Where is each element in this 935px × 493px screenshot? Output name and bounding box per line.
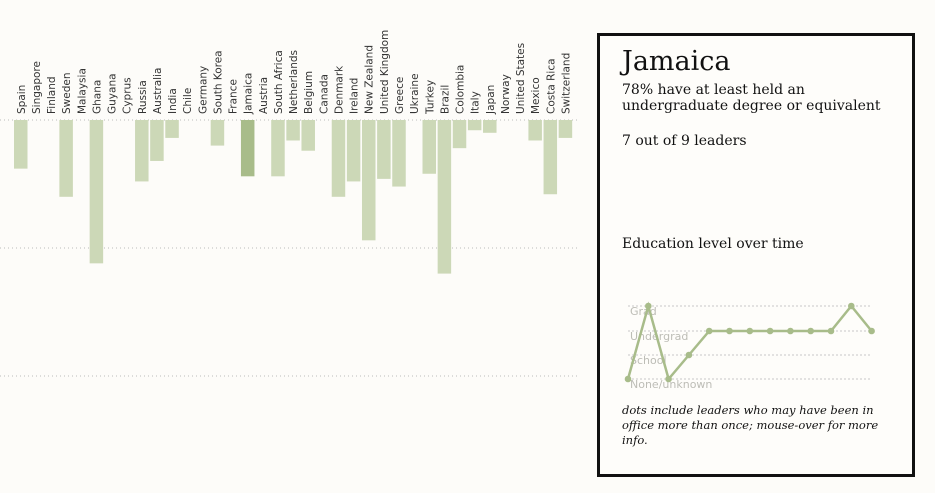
country-label[interactable]: India bbox=[167, 88, 179, 114]
country-label[interactable]: Denmark bbox=[333, 65, 345, 114]
bar-australia[interactable] bbox=[150, 120, 164, 161]
bar-turkey[interactable] bbox=[422, 120, 437, 174]
bar-india[interactable] bbox=[165, 120, 179, 138]
leader-dot[interactable] bbox=[807, 327, 814, 335]
country-label[interactable]: Guyana bbox=[107, 73, 119, 114]
country-label[interactable]: Costa Rica bbox=[545, 58, 557, 114]
bar-netherlands[interactable] bbox=[286, 120, 300, 141]
bar-denmark[interactable] bbox=[331, 120, 346, 197]
bar-ireland[interactable] bbox=[346, 120, 361, 182]
bar-belgium[interactable] bbox=[301, 120, 315, 151]
bar-russia[interactable] bbox=[135, 120, 149, 182]
panel-degree-percentage: 78% have at least held an undergraduate … bbox=[622, 82, 881, 114]
country-label[interactable]: Turkey bbox=[424, 80, 436, 115]
bar-sweden[interactable] bbox=[59, 120, 73, 197]
bar-jamaica[interactable] bbox=[240, 120, 255, 177]
leader-dot[interactable] bbox=[685, 351, 693, 359]
bar-switzerland[interactable] bbox=[558, 120, 573, 138]
leader-dot[interactable] bbox=[766, 327, 774, 335]
country-label[interactable]: Ireland bbox=[349, 78, 361, 114]
leader-dot[interactable] bbox=[624, 375, 632, 383]
leader-dot[interactable] bbox=[848, 302, 855, 310]
country-label[interactable]: Singapore bbox=[31, 61, 43, 114]
level-label: None/unknown bbox=[630, 378, 712, 391]
bar-south-korea[interactable] bbox=[210, 120, 225, 146]
bar-ghana[interactable] bbox=[89, 120, 104, 264]
leader-dot[interactable] bbox=[746, 327, 754, 335]
level-label: School bbox=[630, 354, 667, 367]
leader-dot[interactable] bbox=[645, 302, 652, 310]
country-label[interactable]: Austria bbox=[258, 77, 270, 114]
panel-leader-count: 7 out of 9 leaders bbox=[622, 133, 747, 149]
bar-greece[interactable] bbox=[392, 120, 406, 187]
country-label[interactable]: South Africa bbox=[273, 50, 285, 114]
country-label[interactable]: Belgium bbox=[303, 71, 315, 114]
education-over-time-title: Education level over time bbox=[622, 236, 804, 252]
country-label[interactable]: Greece bbox=[394, 77, 406, 114]
country-label[interactable]: New Zealand bbox=[364, 45, 376, 114]
country-label[interactable]: South Korea bbox=[212, 50, 224, 114]
country-label[interactable]: Australia bbox=[152, 68, 164, 114]
country-label[interactable]: Malaysia bbox=[76, 68, 88, 114]
country-label[interactable]: Italy bbox=[470, 91, 482, 114]
bar-new-zealand[interactable] bbox=[361, 120, 376, 241]
country-label[interactable]: Norway bbox=[500, 74, 512, 114]
country-label[interactable]: Ukraine bbox=[409, 73, 421, 114]
country-label[interactable]: Colombia bbox=[455, 65, 467, 114]
panel-country-title: Jamaica bbox=[622, 46, 731, 77]
level-label: Grad bbox=[630, 305, 657, 318]
country-info-panel: Jamaica 78% have at least held an underg… bbox=[597, 33, 915, 477]
bar-spain[interactable] bbox=[14, 120, 28, 169]
country-label[interactable]: Spain bbox=[16, 85, 28, 114]
leader-dot[interactable] bbox=[665, 375, 672, 383]
education-bar-chart: Spain Singapore Finland Sweden Malaysia Ghana… bbox=[0, 30, 580, 377]
country-label[interactable]: Netherlands bbox=[288, 50, 300, 114]
bar-united-kingdom[interactable] bbox=[377, 120, 391, 179]
country-label[interactable]: Cyprus bbox=[122, 77, 134, 114]
country-label[interactable]: Canada bbox=[318, 74, 330, 114]
country-label[interactable]: Sweden bbox=[61, 73, 73, 115]
country-label[interactable]: Chile bbox=[182, 88, 194, 114]
level-label: Undergrad bbox=[630, 330, 688, 343]
country-label[interactable]: France bbox=[228, 79, 240, 114]
bar-costa-rica[interactable] bbox=[543, 120, 558, 195]
bar-brazil[interactable] bbox=[437, 120, 452, 274]
bar-colombia[interactable] bbox=[452, 120, 467, 149]
country-label[interactable]: Russia bbox=[137, 80, 149, 114]
country-label[interactable]: Mexico bbox=[530, 77, 542, 114]
country-label[interactable]: Ghana bbox=[91, 80, 103, 114]
country-label[interactable]: Switzerland bbox=[560, 53, 572, 114]
leader-dot[interactable] bbox=[827, 327, 835, 335]
country-label[interactable]: Japan bbox=[485, 85, 497, 115]
country-label[interactable]: Finland bbox=[46, 76, 58, 114]
bar-italy[interactable] bbox=[467, 120, 482, 131]
leader-dot[interactable] bbox=[868, 327, 875, 335]
bar-mexico[interactable] bbox=[528, 120, 542, 141]
country-label[interactable]: Germany bbox=[197, 66, 209, 114]
panel-footnote: dots include leaders who may have been i… bbox=[622, 403, 879, 447]
leader-dot[interactable] bbox=[705, 327, 713, 335]
country-label[interactable]: Jamaica bbox=[243, 73, 255, 115]
country-label[interactable]: United States bbox=[515, 43, 527, 114]
leader-dot[interactable] bbox=[787, 327, 794, 335]
country-label[interactable]: Brazil bbox=[439, 85, 451, 114]
education-over-time-chart[interactable]: None/unknown School Undergrad Grad bbox=[620, 292, 900, 402]
bar-japan[interactable] bbox=[483, 120, 497, 133]
leader-dot[interactable] bbox=[726, 327, 733, 335]
bar-south-africa[interactable] bbox=[271, 120, 285, 177]
country-label[interactable]: United Kingdom bbox=[379, 30, 391, 114]
